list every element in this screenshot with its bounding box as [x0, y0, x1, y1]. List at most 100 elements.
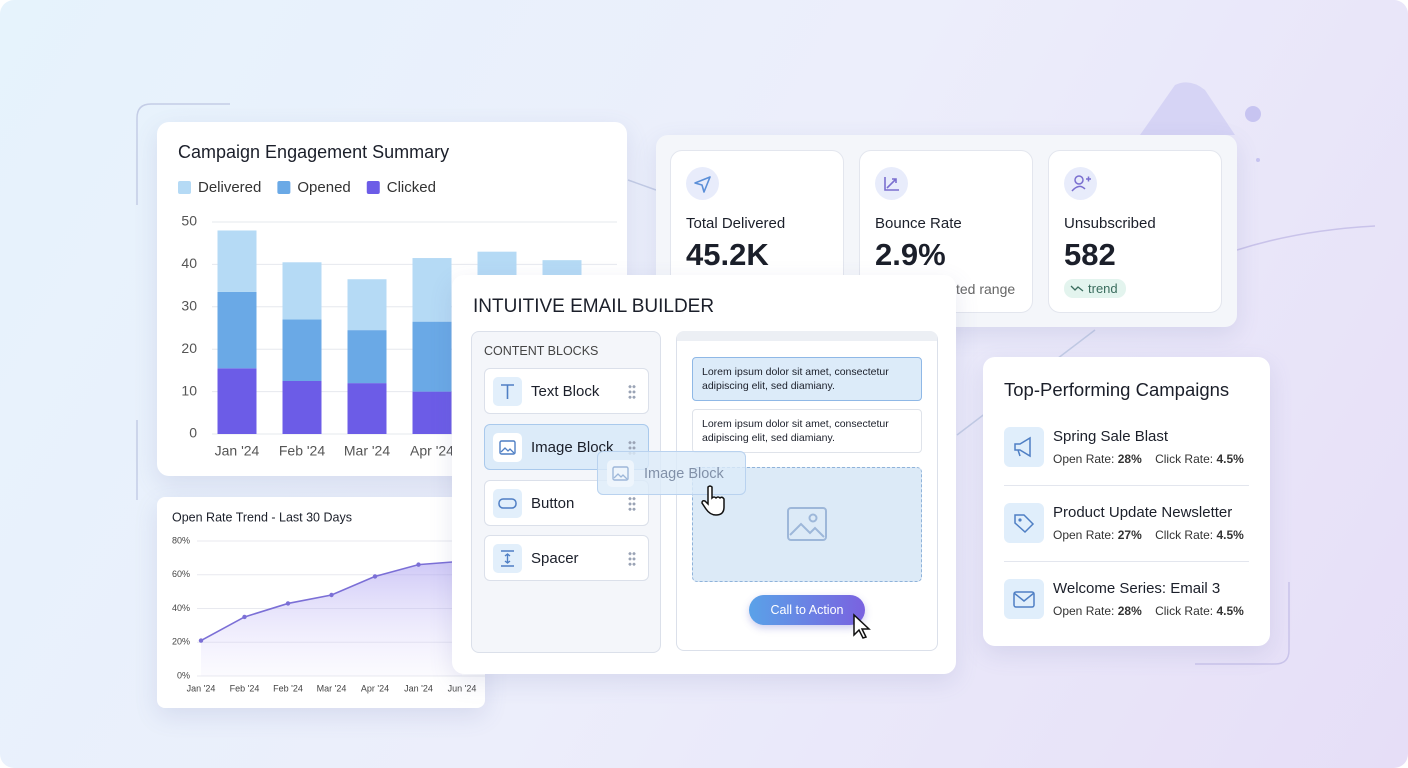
campaign-name: Welcome Series: Email 3	[1053, 580, 1221, 597]
legend-label: Opened	[297, 179, 350, 196]
stat-card: Unsubscribed 582 trend	[1048, 150, 1222, 313]
tag-icon	[1004, 503, 1044, 543]
y-tick-label: 60%	[172, 569, 190, 579]
campaign-item: Welcome Series: Email 3 Open Rate: 28% C…	[1004, 579, 1249, 639]
cta-button[interactable]: Call to Action	[749, 595, 865, 625]
campaigns-card: Top-Performing Campaigns Spring Sale Bla…	[983, 357, 1270, 646]
bar-segment	[282, 381, 322, 434]
bar-segment	[412, 321, 452, 392]
label: Click Rate:	[1155, 452, 1214, 466]
button-icon	[493, 489, 522, 518]
label: Click Rate:	[1155, 604, 1214, 618]
x-tick-label: Feb '24	[273, 683, 303, 693]
bar-segment	[412, 258, 452, 322]
legend-swatch	[178, 181, 191, 194]
stat-value: 582	[1064, 237, 1116, 272]
label: Open Rate:	[1053, 452, 1115, 466]
x-tick-label: Mar '24	[317, 683, 347, 693]
line-chart-card: Open Rate Trend - Last 30 Days 0% 20% 40% 6…	[157, 497, 485, 708]
drag-handle	[628, 440, 636, 456]
block-label: Spacer	[531, 550, 579, 567]
stat-note: ted range	[956, 281, 1016, 297]
mail-icon	[1004, 579, 1044, 619]
x-tick-label: Feb '24	[230, 683, 260, 693]
y-tick-label: 20	[181, 340, 197, 356]
point	[329, 592, 334, 598]
badge-text: trend	[1088, 281, 1118, 296]
y-tick-label: 40	[181, 255, 197, 271]
campaign-name: Spring Sale Blast	[1053, 428, 1169, 445]
spacer-icon	[493, 544, 522, 573]
value: 4.5%	[1216, 604, 1244, 618]
x-tick-label: Mar '24	[344, 443, 390, 459]
campaign-item: Spring Sale Blast Open Rate: 28% Click R…	[1004, 427, 1249, 487]
bar-segment	[347, 383, 387, 434]
bar-segment	[347, 279, 387, 331]
point	[285, 601, 291, 606]
block-label: Text Block	[531, 383, 600, 400]
value: 4.5%	[1216, 452, 1244, 466]
label: Open Rate:	[1053, 604, 1115, 618]
arrow-cursor	[853, 613, 871, 639]
bar-segment	[282, 319, 322, 381]
drag-label: Image Block	[644, 466, 724, 482]
label: Open Rate:	[1053, 528, 1115, 542]
legend-label: Delivered	[198, 179, 261, 196]
campaign-item: Product Update Newsletter Open Rate: 27%…	[1004, 503, 1249, 563]
x-tick-label: Jan '24	[404, 683, 433, 693]
line-chart: Open Rate Trend - Last 30 Days 0% 20% 40% 6…	[172, 510, 485, 693]
image-block[interactable]: Image Block	[484, 424, 649, 470]
divider	[1004, 561, 1249, 562]
x-tick-label: Jan '24	[215, 443, 260, 459]
stat-card: Bounce Rate 2.9% ted range	[859, 150, 1033, 313]
y-tick-label: 20%	[172, 637, 190, 647]
block-label: Image Block	[531, 439, 614, 456]
point	[416, 562, 421, 567]
user-icon	[1064, 167, 1097, 200]
text-icon	[493, 377, 522, 406]
hand-cursor	[701, 485, 725, 516]
stat-label: Total Delivered	[686, 215, 786, 232]
paragraph[interactable]: Lorem ipsum dolor sit amet, consectetur …	[692, 409, 922, 453]
legend-swatch	[366, 181, 380, 194]
y-tick-label: 0%	[177, 670, 190, 680]
block-label: Button	[531, 495, 575, 512]
x-tick-label: Feb '24	[279, 443, 325, 459]
point	[198, 638, 204, 643]
chart-icon	[875, 167, 908, 200]
send-icon	[686, 167, 719, 200]
stat-value: 2.9%	[875, 237, 946, 272]
text-block[interactable]: Text Block	[484, 368, 649, 414]
paragraph[interactable]: Lorem ipsum dolor sit amet, consectetur …	[692, 357, 922, 401]
y-tick-label: 10	[181, 382, 197, 398]
panel-title: CONTENT BLOCKS	[484, 344, 599, 358]
stat-label: Unsubscribed	[1064, 215, 1156, 232]
chart-title: Open Rate Trend - Last 30 Days	[172, 510, 352, 524]
campaign-rates: Open Rate: 27% Cllck Rate: 4.5%	[1053, 528, 1244, 542]
campaigns-title: Top-Performing Campaigns	[1004, 379, 1230, 400]
campaign-rates: Open Rate: 28% Click Rate: 4.5%	[1053, 452, 1244, 466]
drag-ghost: Image Block	[597, 451, 746, 495]
label: Cllck Rate:	[1155, 528, 1214, 542]
drag-handle	[628, 496, 636, 512]
y-tick-label: 30	[181, 298, 197, 314]
x-tick-label: Apr '24	[361, 683, 389, 693]
megaphone-icon	[1004, 427, 1044, 467]
y-tick-label: 40%	[172, 603, 190, 613]
campaign-rates: Open Rate: 28% Click Rate: 4.5%	[1053, 604, 1244, 618]
stat-label: Bounce Rate	[875, 215, 962, 232]
image-icon	[493, 433, 522, 462]
legend-label: Clicked	[387, 179, 436, 196]
stats-panel: Total Delivered 45.2K Bounce Rate 2.9% t…	[656, 135, 1237, 327]
bar-segment	[347, 330, 387, 384]
campaign-name: Product Update Newsletter	[1053, 504, 1233, 521]
point	[372, 574, 378, 579]
y-tick-label: 0	[189, 425, 197, 441]
image-icon	[607, 460, 634, 487]
divider	[1004, 485, 1249, 486]
spacer-block[interactable]: Spacer	[484, 535, 649, 581]
chart-title: Campaign Engagement Summary	[178, 142, 449, 162]
button-block[interactable]: Button	[484, 480, 649, 526]
drag-handle	[628, 551, 636, 567]
